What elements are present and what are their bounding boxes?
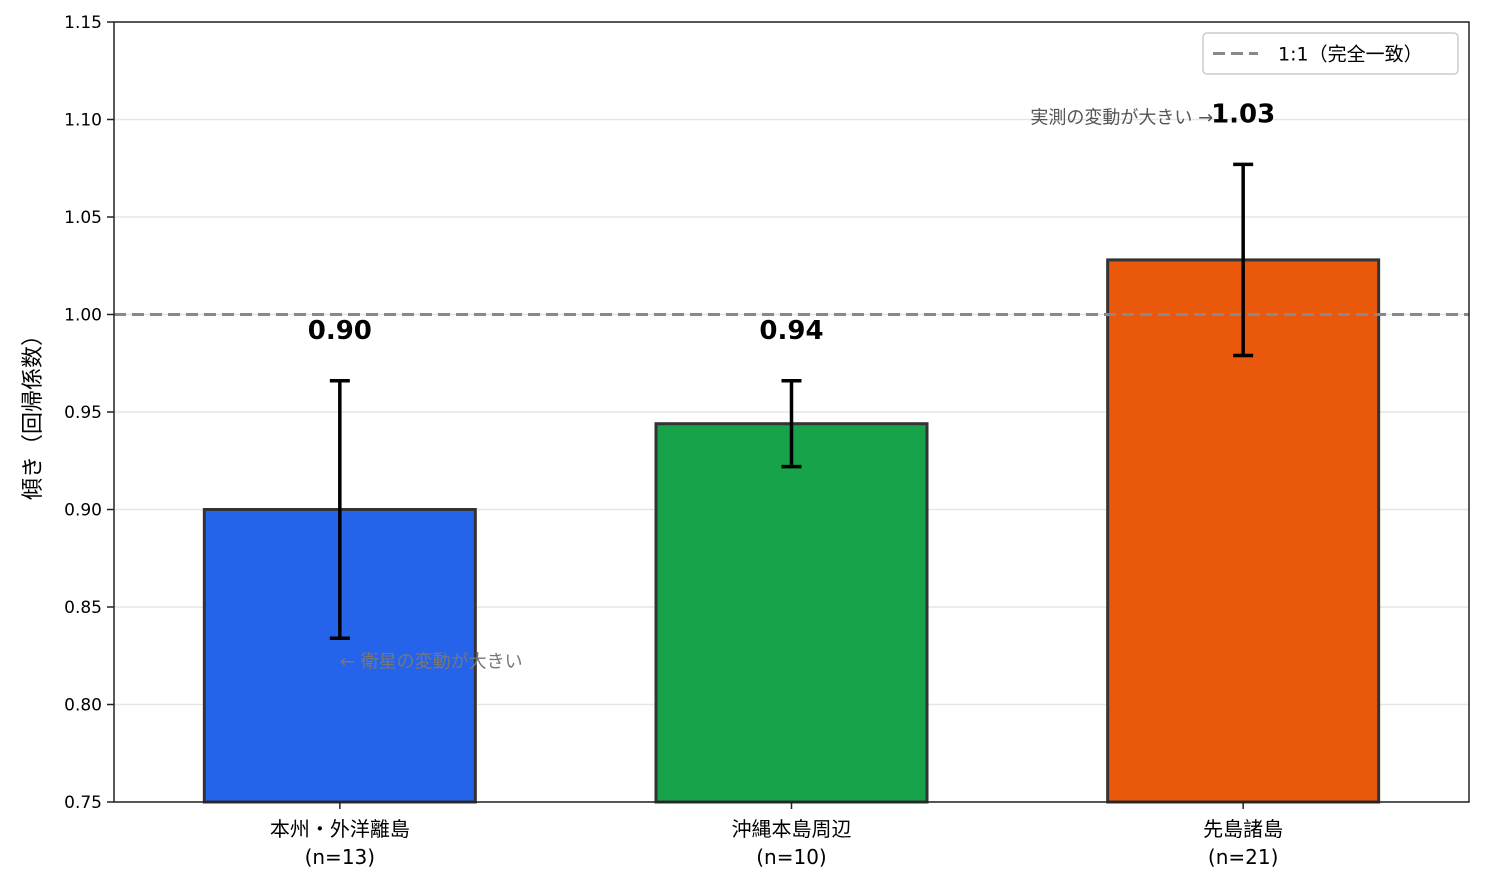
annotations: ← 衛星の変動が大きい 実測の変動が大きい →: [340, 108, 1213, 673]
legend-label: 1:1（完全一致）: [1278, 44, 1423, 66]
legend-box: [1202, 32, 1459, 75]
x-tick-label: (n=21): [1208, 845, 1279, 869]
error-bar: [1233, 162, 1254, 358]
y-tick-label: 0.90: [64, 501, 102, 521]
x-tick-label: 先島諸島: [1203, 817, 1283, 841]
annotation: 実測の変動が大きい →: [1030, 108, 1213, 129]
y-tick-label: 0.85: [64, 598, 102, 618]
y-tick-label: 1.05: [64, 208, 102, 228]
y-tick-label: 0.80: [64, 696, 102, 716]
bar: [654, 422, 929, 804]
y-tick-label: 0.75: [64, 793, 102, 813]
x-tick-label: (n=10): [756, 845, 827, 869]
y-tick-label: 1.00: [64, 306, 102, 326]
x-tick-label: (n=13): [305, 845, 376, 869]
x-tick-label: 本州・外洋離島: [270, 817, 410, 841]
value-labels: 0.90 0.94 1.03: [308, 99, 1275, 345]
x-axis: 本州・外洋離島 (n=13) 沖縄本島周辺 (n=10) 先島諸島 (n=21): [270, 802, 1283, 869]
y-tick-label: 1.10: [64, 111, 102, 131]
error-bars: [329, 162, 1254, 640]
y-axis-label: 傾き（回帰係数）: [21, 324, 46, 500]
x-tick-label: 沖縄本島周辺: [732, 817, 852, 841]
annotation: ← 衛星の変動が大きい: [340, 652, 523, 673]
value-label: 1.03: [1211, 99, 1275, 129]
legend: 1:1（完全一致）: [1202, 32, 1459, 75]
value-label: 0.90: [308, 316, 372, 346]
y-tick-label: 1.15: [64, 13, 102, 33]
error-bar: [781, 379, 802, 469]
y-tick-label: 0.95: [64, 403, 102, 423]
error-bar: [329, 379, 350, 640]
value-label: 0.94: [759, 316, 823, 346]
y-axis: 0.75 0.80 0.85 0.90 0.95 1.00 1.05 1.10 1.15: [64, 13, 114, 813]
